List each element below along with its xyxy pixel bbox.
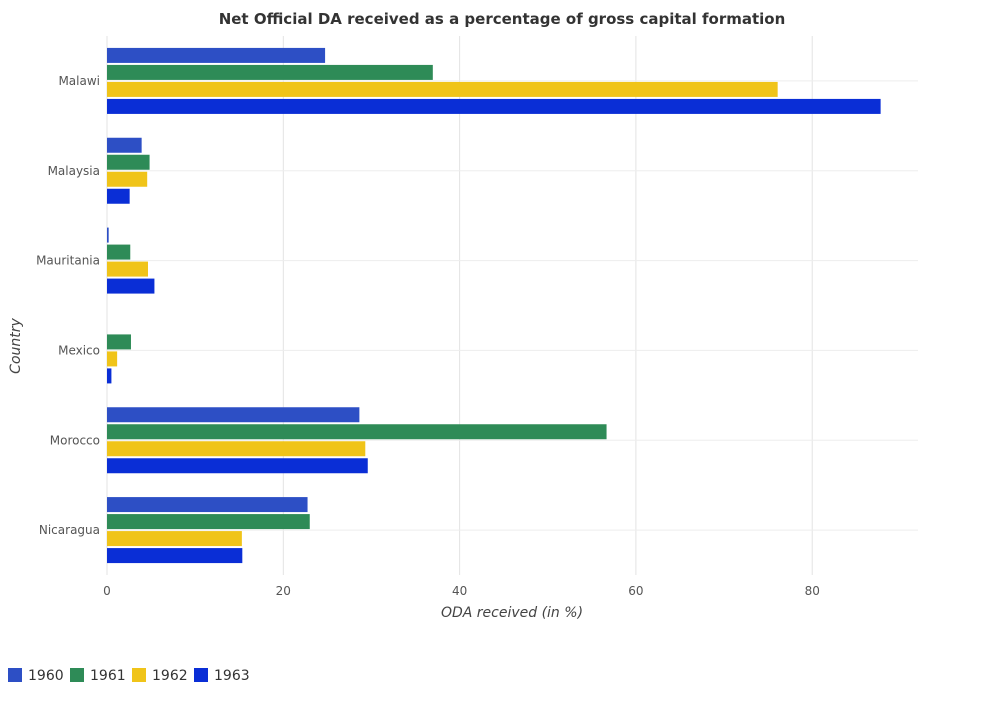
bar-1961-mexico — [107, 334, 131, 350]
x-tick-label: 0 — [103, 584, 111, 598]
x-tick-label: 80 — [805, 584, 820, 598]
legend-label-1960: 1960 — [28, 668, 64, 684]
y-tick-label: Mauritania — [36, 254, 100, 268]
bar-1962-morocco — [107, 441, 366, 457]
legend-swatch-1961 — [70, 668, 84, 682]
x-axis-label: ODA received (in %) — [441, 605, 583, 621]
legend-swatch-1960 — [8, 668, 22, 682]
y-axis-label: Country — [8, 317, 24, 373]
bar-1963-mauritania — [107, 278, 155, 294]
legend-label-1962: 1962 — [152, 668, 188, 684]
y-tick-label: Malaysia — [48, 164, 100, 178]
legend-swatch-1962 — [132, 668, 146, 682]
bar-1963-mexico — [107, 368, 112, 384]
x-tick-label: 40 — [452, 584, 467, 598]
bar-1963-malaysia — [107, 188, 130, 204]
bar-1963-morocco — [107, 458, 368, 474]
bar-1960-malawi — [107, 47, 326, 63]
bars — [107, 47, 881, 564]
x-tick-label: 60 — [628, 584, 643, 598]
bar-1962-nicaragua — [107, 531, 242, 547]
bar-1960-nicaragua — [107, 497, 308, 513]
bar-1960-malaysia — [107, 137, 142, 153]
y-tick-label: Nicaragua — [39, 523, 100, 537]
bar-1963-nicaragua — [107, 548, 243, 564]
legend-label-1961: 1961 — [90, 668, 126, 684]
axes: 0 20 40 60 80 Malawi Malaysia Mauritania Mexico M… — [36, 74, 820, 598]
bar-1963-malawi — [107, 98, 881, 114]
bar-1961-malaysia — [107, 154, 150, 170]
bar-1960-morocco — [107, 407, 360, 423]
y-tick-label: Morocco — [50, 433, 100, 447]
x-tick-label: 20 — [276, 584, 291, 598]
bar-1960-mauritania — [107, 227, 109, 243]
legend-swatch-1963 — [194, 668, 208, 682]
bar-1962-malaysia — [107, 171, 148, 187]
y-tick-label: Mexico — [58, 343, 100, 357]
bar-1962-mexico — [107, 351, 118, 367]
bar-1961-malawi — [107, 64, 433, 80]
bar-1961-mauritania — [107, 244, 131, 260]
bar-1962-malawi — [107, 81, 778, 97]
bar-1961-nicaragua — [107, 514, 310, 530]
legend: 1960 1961 1962 1963 — [8, 668, 250, 684]
grid — [106, 36, 918, 575]
bar-1962-mauritania — [107, 261, 148, 277]
y-tick-label: Malawi — [58, 74, 100, 88]
chart-title: Net Official DA received as a percentage… — [219, 10, 786, 28]
legend-label-1963: 1963 — [214, 668, 250, 684]
bar-1961-morocco — [107, 424, 607, 440]
